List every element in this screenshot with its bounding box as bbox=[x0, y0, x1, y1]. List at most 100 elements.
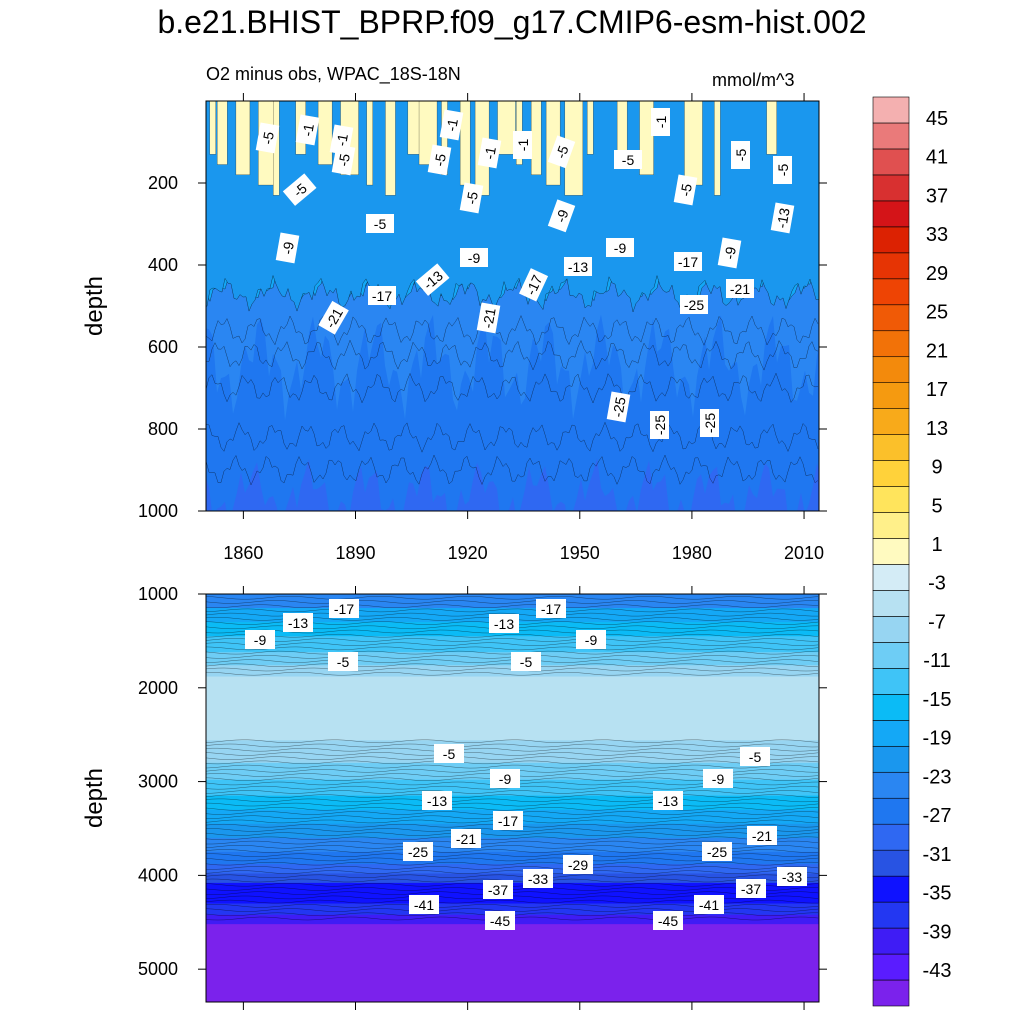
contour-label-text: -25 bbox=[707, 844, 727, 860]
labelbar-swatch bbox=[872, 382, 910, 409]
contour-label-text: -45 bbox=[658, 913, 678, 929]
lower-contour-label: -17 bbox=[329, 599, 359, 618]
contour-label-text: -5 bbox=[733, 149, 749, 162]
upper-contour-label: -17 bbox=[519, 268, 549, 302]
contour-label-text: -41 bbox=[414, 897, 434, 913]
lower-contour-label: -45 bbox=[485, 911, 515, 930]
upper-contour-line bbox=[206, 421, 819, 453]
lower-contour-line bbox=[206, 874, 819, 879]
contour-label-text: -1 bbox=[299, 122, 317, 137]
upper-contour-label: -1 bbox=[295, 114, 320, 146]
label-box bbox=[547, 135, 576, 169]
label-box bbox=[415, 263, 450, 296]
contour-label-text: -5 bbox=[259, 130, 277, 145]
lower-contour-line bbox=[206, 764, 819, 769]
x-tick-label: 1980 bbox=[672, 543, 712, 563]
label-box bbox=[511, 652, 541, 671]
labelbar-label: -27 bbox=[923, 805, 952, 827]
upper-positive-patch bbox=[766, 101, 777, 155]
lower-contour-line bbox=[206, 807, 819, 811]
x-tick-label: 1860 bbox=[223, 543, 263, 563]
labelbar-label: 1 bbox=[931, 534, 942, 556]
labelbar-swatch bbox=[872, 694, 910, 721]
lower-band bbox=[206, 864, 819, 875]
labelbar-swatch bbox=[872, 979, 910, 1007]
labelbar-label: -23 bbox=[923, 766, 952, 788]
labelbar-label: 41 bbox=[926, 147, 948, 169]
upper-contour-label: -5 bbox=[366, 214, 394, 233]
contour-label-text: -1 bbox=[515, 139, 531, 152]
lower-contour-label: -29 bbox=[563, 855, 593, 874]
label-box bbox=[476, 302, 501, 334]
labelbar-label: -7 bbox=[928, 611, 946, 633]
upper-contour-label: -1 bbox=[439, 109, 464, 141]
contour-label-text: -33 bbox=[782, 869, 802, 885]
lower-band bbox=[206, 924, 819, 1002]
upper-contour-label: -9 bbox=[606, 238, 634, 257]
contour-label-text: -1 bbox=[481, 145, 499, 160]
label-box bbox=[490, 769, 520, 788]
lower-contour-line bbox=[206, 596, 819, 600]
upper-positive-patch bbox=[497, 101, 516, 155]
lower-contour-label: -41 bbox=[694, 895, 724, 914]
label-box bbox=[673, 174, 698, 206]
lower-frame bbox=[205, 593, 820, 1003]
upper-contour-label: -21 bbox=[476, 302, 501, 334]
upper-contour-label: -5 bbox=[773, 156, 792, 184]
label-box bbox=[547, 199, 576, 233]
label-box bbox=[439, 109, 464, 141]
label-box bbox=[674, 252, 702, 271]
lower-contour-label: -25 bbox=[702, 842, 732, 861]
upper-contour-line bbox=[206, 314, 819, 347]
upper-frame bbox=[205, 100, 820, 512]
lower-contour-label: -5 bbox=[434, 744, 464, 763]
labelbar-label: 13 bbox=[926, 418, 948, 440]
units-label: mmol/m^3 bbox=[712, 70, 795, 90]
label-box bbox=[513, 131, 532, 159]
labelbar-swatch bbox=[872, 174, 910, 202]
label-box bbox=[717, 237, 742, 269]
upper-contour-label: -5 bbox=[427, 144, 452, 176]
contour-label-text: -5 bbox=[335, 152, 353, 167]
label-box bbox=[282, 173, 317, 206]
label-box bbox=[485, 911, 515, 930]
labelbar-label: -19 bbox=[923, 728, 952, 750]
label-box bbox=[477, 137, 502, 169]
lower-band bbox=[206, 851, 819, 866]
label-box bbox=[275, 232, 300, 264]
y-tick-label: 4000 bbox=[138, 865, 178, 885]
label-box bbox=[650, 411, 669, 439]
upper-contour-panel: 1860 1890 1920 1950 1980 2010 200 400 600 800 1000… bbox=[81, 93, 827, 563]
label-box bbox=[427, 144, 452, 176]
lower-contour-label: -17 bbox=[536, 599, 566, 618]
contour-label-text: -25 bbox=[702, 413, 718, 433]
contour-label-text: -21 bbox=[479, 306, 498, 329]
label-box bbox=[731, 141, 750, 169]
labelbar-label: -31 bbox=[923, 844, 952, 866]
contour-label-text: -13 bbox=[658, 793, 678, 809]
y-tick-label: 200 bbox=[148, 173, 178, 193]
contour-label-text: -5 bbox=[431, 152, 449, 167]
lower-contour-label: -9 bbox=[703, 769, 733, 788]
upper-contour-label: -13 bbox=[770, 202, 795, 234]
upper-contour-label: -9 bbox=[460, 248, 488, 267]
upper-contour-label: -13 bbox=[564, 257, 592, 276]
upper-contour-label: -5 bbox=[614, 150, 642, 169]
contour-label-text: -5 bbox=[677, 182, 695, 197]
upper-positive-patch bbox=[587, 101, 594, 155]
contour-label-text: -5 bbox=[463, 190, 481, 205]
lower-contour-label: -13 bbox=[489, 614, 519, 633]
upper-positive-patch bbox=[217, 101, 228, 165]
contour-label-text: -21 bbox=[730, 281, 750, 297]
lower-contour-line bbox=[206, 798, 819, 803]
label-box bbox=[483, 880, 513, 899]
lower-contour-line bbox=[206, 802, 819, 807]
upper-contour-label: -5 bbox=[547, 135, 576, 169]
label-box bbox=[368, 286, 396, 305]
lower-contour-line bbox=[206, 828, 819, 832]
labelbar-swatch bbox=[872, 823, 910, 851]
upper-contour-band bbox=[206, 101, 819, 313]
label-box bbox=[523, 869, 553, 888]
lower-contour-line bbox=[206, 836, 819, 841]
lower-contour-label: -5 bbox=[511, 652, 541, 671]
